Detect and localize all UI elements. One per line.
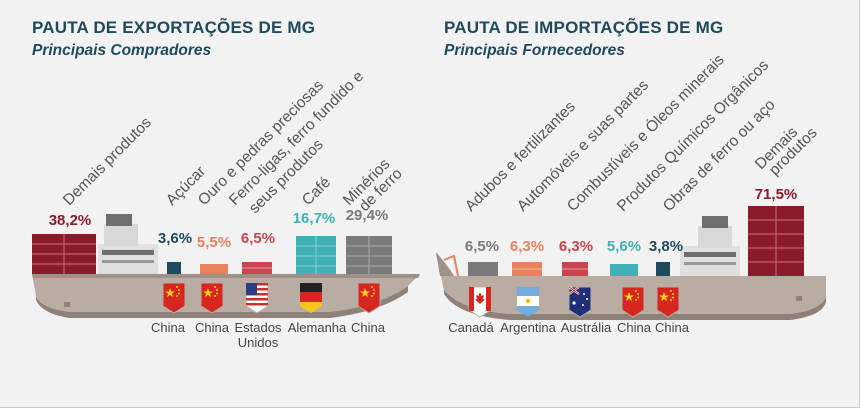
export-panel: PAUTA DE EXPORTAÇÕES DE MG Principais Co… (32, 18, 420, 350)
china-flag-icon (162, 282, 186, 314)
argentina-flag-icon (517, 287, 539, 317)
china-flag-icon (621, 286, 645, 318)
import-ship-illustration (436, 206, 826, 320)
usa-flag-icon (245, 282, 269, 314)
export-country-2: China (195, 320, 229, 335)
export-percent-3: 6,5% (240, 230, 276, 247)
export-percent-5: 29,4% (345, 207, 389, 224)
export-country-4: Alemanha (287, 320, 347, 335)
export-country-3: Estados Unidos (234, 320, 282, 350)
import-percent-2: 6,3% (558, 238, 594, 255)
export-country-5: China (351, 320, 385, 335)
import-title: PAUTA DE IMPORTAÇÕES DE MG (444, 18, 724, 37)
import-percent-0: 6,5% (464, 238, 500, 255)
import-percent-1: 6,3% (509, 238, 545, 255)
import-country-0: Canadá (448, 320, 494, 335)
import-percent-3: 5,6% (606, 238, 642, 255)
import-country-2: Austrália (560, 320, 612, 335)
china-flag-icon (200, 282, 224, 314)
australia-flag-icon (568, 286, 592, 318)
import-panel: PAUTA DE IMPORTAÇÕES DE MG Principais Fo… (430, 0, 860, 408)
import-country-3: China (617, 320, 651, 335)
export-percent-0: 38,2% (48, 212, 92, 229)
import-subtitle: Principais Fornecedores (444, 42, 625, 59)
import-percent-5: 71,5% (754, 186, 798, 203)
export-percent-4: 16,7% (292, 210, 336, 227)
export-percent-1: 3,6% (157, 230, 193, 247)
export-country-1: China (151, 320, 185, 335)
import-country-4: China (655, 320, 689, 335)
export-percent-2: 5,5% (196, 234, 232, 251)
germany-flag-icon (300, 283, 322, 313)
export-ship-illustration (32, 214, 420, 318)
import-percent-4: 3,8% (648, 238, 684, 255)
china-flag-icon (357, 282, 381, 314)
export-subtitle: Principais Compradores (32, 42, 212, 59)
export-title: PAUTA DE EXPORTAÇÕES DE MG (32, 18, 316, 37)
canada-flag-icon (468, 286, 492, 318)
china-flag-icon (656, 286, 680, 318)
import-country-1: Argentina (500, 320, 556, 335)
